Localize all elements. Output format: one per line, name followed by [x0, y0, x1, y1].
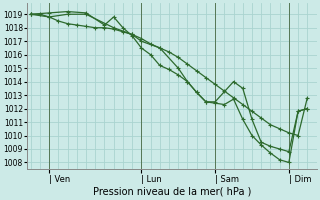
- X-axis label: Pression niveau de la mer( hPa ): Pression niveau de la mer( hPa ): [92, 187, 251, 197]
